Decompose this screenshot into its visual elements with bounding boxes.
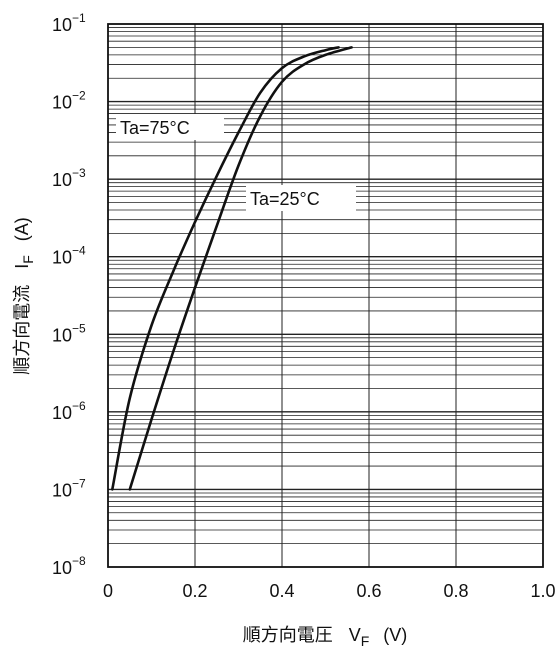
x-axis-subscript: F	[361, 633, 370, 649]
y-axis-unit: (A)	[12, 217, 32, 241]
curves	[111, 46, 353, 491]
y-tick-labels: 10−1 10−2 10−3 10−4 10−5 10−6 10−7 10−8	[52, 11, 86, 578]
y-axis-title: 順方向電流 IF (A)	[12, 217, 36, 375]
y-axis-subscript: F	[20, 255, 36, 264]
y-tick-label: 10−7	[52, 476, 86, 500]
series-label-background	[246, 185, 356, 211]
x-tick-label: 0.4	[269, 581, 294, 601]
y-tick-label: 10−1	[52, 11, 86, 35]
x-tick-label: 0.2	[182, 581, 207, 601]
series-line-ta-25c	[128, 46, 353, 491]
x-axis-title-main: 順方向電圧	[243, 625, 333, 645]
x-axis-unit: (V)	[383, 625, 407, 645]
x-tick-labels: 0 0.2 0.4 0.6 0.8 1.0	[103, 581, 555, 601]
y-tick-label: 10−8	[52, 554, 86, 578]
y-axis-title-main: 順方向電流	[12, 285, 32, 375]
y-tick-label: 10−3	[52, 166, 86, 190]
plot-frame	[107, 23, 544, 568]
y-tick-label: 10−5	[52, 321, 86, 345]
x-tick-label: 0	[103, 581, 113, 601]
x-tick-label: 0.6	[356, 581, 381, 601]
y-tick-label: 10−6	[52, 399, 86, 423]
series-label-background	[116, 114, 224, 140]
grid-lines	[108, 24, 543, 567]
annotations: Ta=75°C Ta=25°C	[116, 114, 356, 211]
series-label-ta-25c: Ta=25°C	[250, 189, 320, 209]
x-tick-label: 1.0	[530, 581, 555, 601]
y-axis-symbol: I	[12, 264, 32, 269]
y-tick-label: 10−4	[52, 244, 86, 268]
x-tick-label: 0.8	[443, 581, 468, 601]
y-tick-label: 10−2	[52, 89, 86, 113]
x-axis-title: 順方向電圧 VF (V)	[243, 625, 408, 649]
x-axis-symbol: V	[349, 625, 361, 645]
series-line-ta-75c	[111, 46, 340, 491]
series-label-ta-75c: Ta=75°C	[120, 118, 190, 138]
